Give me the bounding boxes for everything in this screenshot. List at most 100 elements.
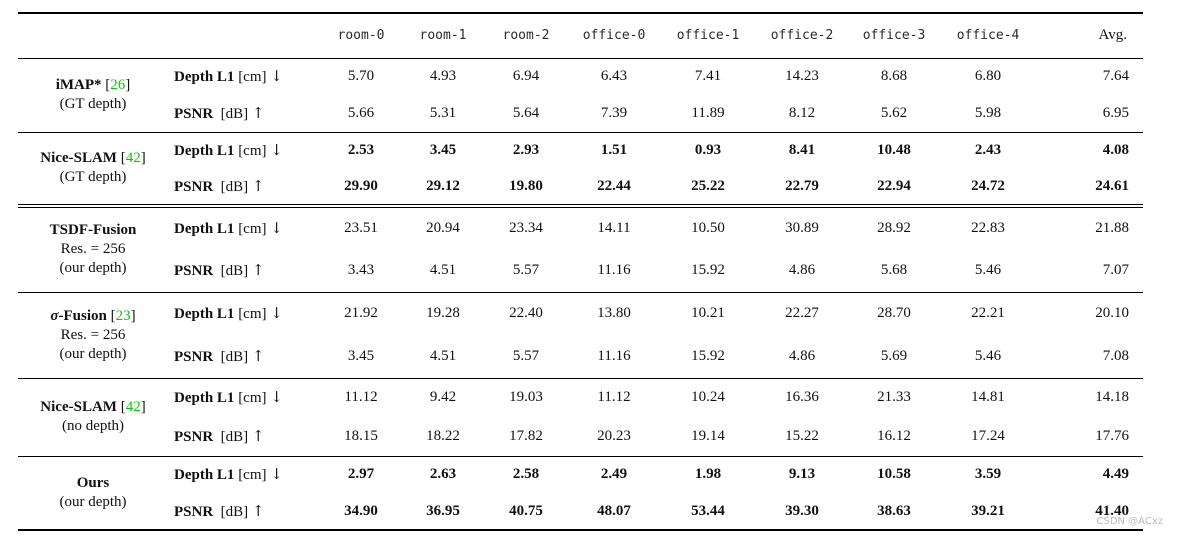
value-cell: 2.43 bbox=[974, 142, 1002, 159]
value-cell: 15.92 bbox=[691, 261, 725, 278]
metric-label-depth: Depth L1 [cm] ↓ bbox=[174, 304, 283, 323]
value-cell: 7.41 bbox=[694, 68, 722, 85]
value-cell: 14.11 bbox=[597, 220, 631, 236]
metric-label-psnr: PSNR [dB] ↑ bbox=[174, 260, 265, 279]
citation-number: 42 bbox=[125, 399, 141, 415]
value-cell: 16.12 bbox=[877, 427, 911, 444]
citation: [42] bbox=[120, 399, 146, 415]
value-cell: 16.36 bbox=[785, 389, 819, 406]
value-cell: 7.39 bbox=[600, 104, 628, 121]
up-arrow-icon: ↑ bbox=[251, 260, 265, 279]
value-cell: 39.21 bbox=[971, 502, 1005, 519]
value-cell: 5.70 bbox=[347, 68, 375, 85]
metric-label-psnr: PSNR [dB] ↑ bbox=[174, 426, 265, 445]
col-header-room-0: room-0 bbox=[337, 28, 385, 44]
value-cell: 8.41 bbox=[788, 142, 816, 159]
value-cell: 17.82 bbox=[509, 427, 543, 444]
value-cell: 9.13 bbox=[788, 466, 816, 483]
avg-value-cell: 6.95 bbox=[1102, 104, 1129, 121]
method-name-line: σ-Fusion [23] bbox=[18, 307, 168, 326]
metric-label-psnr: PSNR [dB] ↑ bbox=[174, 103, 265, 122]
metric-label-depth: Depth L1 [cm] ↓ bbox=[174, 141, 283, 160]
value-cell: 5.31 bbox=[429, 104, 457, 121]
up-arrow-icon: ↑ bbox=[251, 501, 265, 520]
value-cell: 20.94 bbox=[426, 220, 460, 236]
col-header-office-1: office-1 bbox=[676, 28, 740, 44]
value-cell: 11.12 bbox=[344, 389, 378, 406]
value-cell: 10.24 bbox=[691, 389, 725, 406]
avg-value-cell: 21.88 bbox=[1095, 220, 1129, 236]
value-cell: 2.97 bbox=[347, 466, 375, 483]
citation-number: 42 bbox=[125, 150, 141, 167]
value-cell: 14.81 bbox=[971, 389, 1005, 406]
method-subtitle: (GT depth) bbox=[59, 169, 127, 186]
value-cell: 10.48 bbox=[877, 142, 911, 159]
metric-label-psnr: PSNR [dB] ↑ bbox=[174, 177, 265, 195]
section-sigma-fusion: σ-Fusion [23] Res. = 256 (our depth) Dep… bbox=[18, 292, 1143, 378]
method-cell: iMAP* [26] (GT depth) bbox=[18, 58, 168, 132]
value-cell: 8.68 bbox=[880, 68, 908, 85]
value-cell: 19.03 bbox=[509, 389, 543, 406]
value-cell: 10.21 bbox=[691, 305, 725, 322]
value-cell: 23.34 bbox=[509, 220, 543, 236]
metric-label-depth: Depth L1 [cm] ↓ bbox=[174, 67, 283, 86]
metric-label-depth: Depth L1 [cm] ↓ bbox=[174, 219, 283, 237]
method-subtitle: (our depth) bbox=[59, 493, 127, 510]
avg-value-cell: 7.64 bbox=[1102, 68, 1129, 85]
value-cell: 13.80 bbox=[597, 305, 631, 322]
col-header-office-2: office-2 bbox=[770, 28, 834, 44]
value-cell: 15.22 bbox=[785, 427, 819, 444]
value-cell: 5.66 bbox=[347, 104, 375, 121]
value-cell: 5.69 bbox=[880, 347, 908, 364]
avg-value-cell: 24.61 bbox=[1095, 178, 1129, 194]
down-arrow-icon: ↓ bbox=[270, 67, 283, 86]
method-cell: Nice-SLAM [42] (no depth) bbox=[18, 378, 168, 456]
value-cell: 22.44 bbox=[597, 178, 631, 194]
value-cell: 2.93 bbox=[512, 142, 540, 159]
citation: [42] bbox=[120, 150, 146, 167]
table-header-row: room-0 room-1 room-2 office-0 office-1 o… bbox=[18, 13, 1143, 58]
value-cell: 19.80 bbox=[509, 178, 543, 194]
metric-label-depth: Depth L1 [cm] ↓ bbox=[174, 388, 283, 407]
value-cell: 34.90 bbox=[344, 502, 378, 519]
value-cell: 4.51 bbox=[429, 347, 457, 364]
empty-header-metric bbox=[168, 13, 320, 58]
value-cell: 19.14 bbox=[691, 427, 725, 444]
value-cell: 6.94 bbox=[512, 68, 540, 85]
avg-value-cell: 14.18 bbox=[1095, 389, 1129, 406]
up-arrow-icon: ↑ bbox=[251, 103, 265, 122]
value-cell: 5.62 bbox=[880, 104, 908, 121]
method-cell: Ours (our depth) bbox=[18, 456, 168, 530]
value-cell: 14.23 bbox=[785, 68, 819, 85]
value-cell: 21.33 bbox=[877, 389, 911, 406]
method-name-line: iMAP* [26] bbox=[18, 76, 168, 95]
avg-value-cell: 7.08 bbox=[1102, 347, 1129, 364]
up-arrow-icon: ↑ bbox=[251, 177, 265, 195]
value-cell: 3.45 bbox=[429, 142, 457, 159]
avg-value-cell: 17.76 bbox=[1095, 427, 1129, 444]
value-cell: 5.64 bbox=[512, 104, 540, 121]
avg-value-cell: 4.49 bbox=[1102, 466, 1129, 483]
value-cell: 25.22 bbox=[691, 178, 725, 194]
up-arrow-icon: ↑ bbox=[251, 346, 265, 365]
value-cell: 5.57 bbox=[512, 261, 540, 278]
value-cell: 28.92 bbox=[877, 220, 911, 236]
value-cell: 2.49 bbox=[600, 466, 628, 483]
section-nice-slam-gt-depth: Nice-SLAM [42] (GT depth) Depth L1 [cm] … bbox=[18, 132, 1143, 206]
method-name-line: Ours bbox=[18, 474, 168, 493]
value-cell: 48.07 bbox=[597, 502, 631, 519]
sigma-symbol: σ bbox=[50, 307, 59, 324]
value-cell: 5.46 bbox=[974, 261, 1002, 278]
value-cell: 4.93 bbox=[429, 68, 457, 85]
value-cell: 2.63 bbox=[429, 466, 457, 483]
section-ours: Ours (our depth) Depth L1 [cm] ↓ 2.97 2.… bbox=[18, 456, 1143, 530]
section-tsdf-fusion: TSDF-Fusion Res. = 256 (our depth) Depth… bbox=[18, 206, 1143, 292]
value-cell: 6.43 bbox=[600, 68, 628, 85]
value-cell: 18.22 bbox=[426, 427, 460, 444]
metric-label-psnr: PSNR [dB] ↑ bbox=[174, 501, 265, 520]
value-cell: 5.98 bbox=[974, 104, 1002, 121]
value-cell: 5.57 bbox=[512, 347, 540, 364]
col-header-office-0: office-0 bbox=[582, 28, 646, 44]
value-cell: 9.42 bbox=[429, 389, 457, 406]
value-cell: 19.28 bbox=[426, 305, 460, 322]
